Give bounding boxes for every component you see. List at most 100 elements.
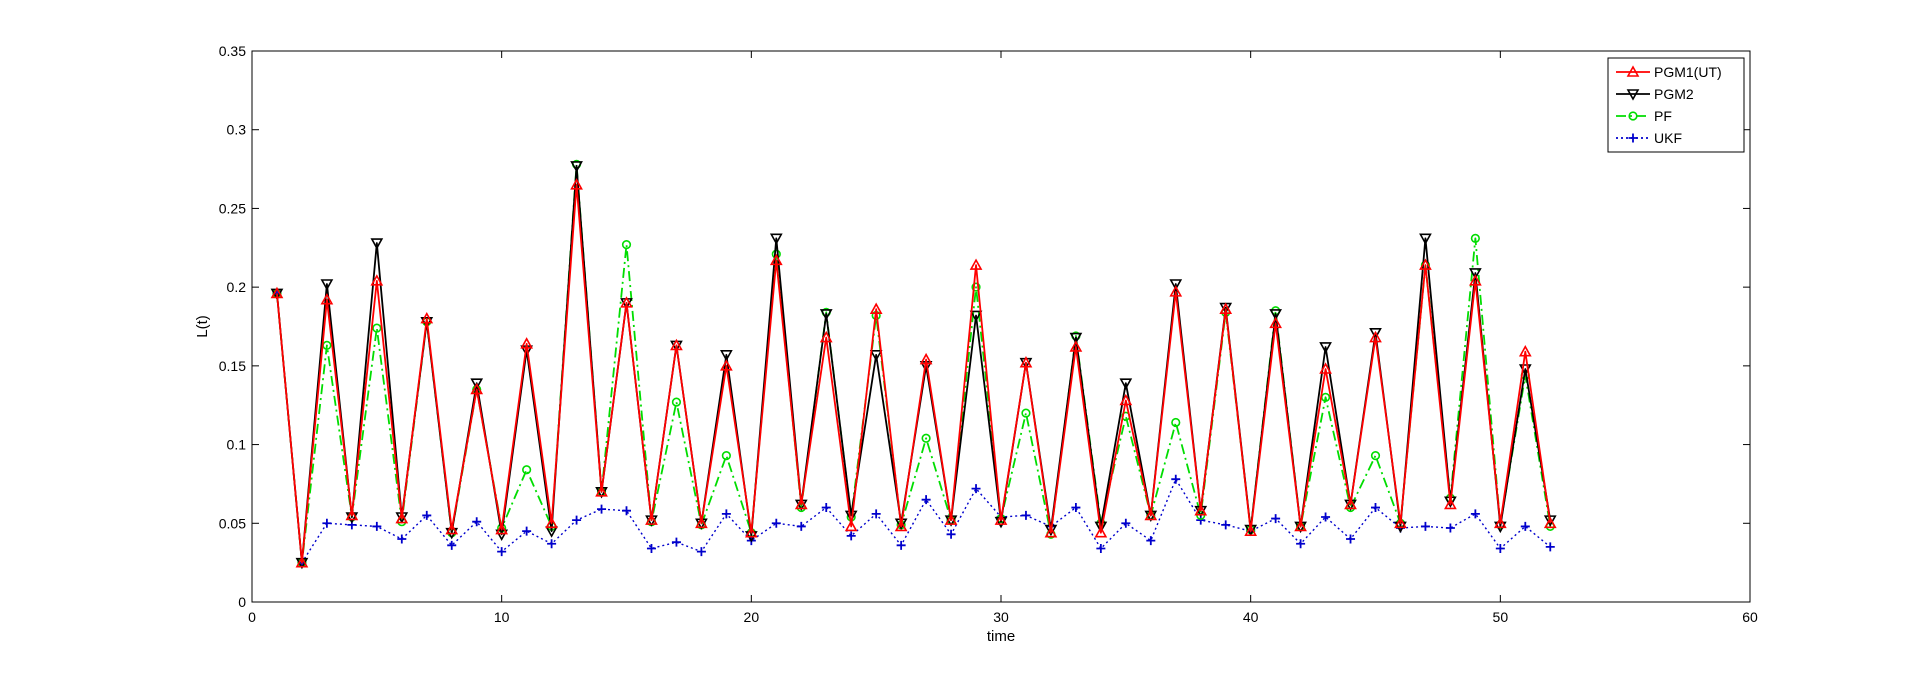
data-point — [919, 352, 933, 365]
data-point — [1121, 518, 1131, 528]
data-point — [1271, 514, 1281, 524]
data-point — [372, 521, 382, 531]
data-point — [420, 311, 434, 324]
data-point — [1444, 497, 1457, 510]
data-point — [1094, 526, 1108, 538]
data-point — [819, 309, 833, 321]
data-point — [1495, 543, 1505, 553]
x-tick-label: 20 — [744, 609, 760, 625]
data-point — [1269, 309, 1282, 321]
legend-label: UKF — [1654, 130, 1682, 146]
x-tick-label: 10 — [494, 609, 510, 625]
data-point — [1469, 274, 1482, 286]
data-point — [1294, 519, 1307, 532]
series-layer — [270, 159, 1557, 570]
series-pgm1-ut- — [270, 178, 1557, 568]
data-point — [1119, 393, 1133, 406]
data-point — [1021, 408, 1031, 418]
legend-marker — [1628, 111, 1638, 121]
data-point — [395, 511, 409, 524]
data-point — [1094, 521, 1108, 534]
data-point — [1493, 516, 1507, 529]
data-point — [570, 178, 583, 190]
data-point — [819, 330, 833, 343]
data-point — [1019, 356, 1033, 368]
data-point — [1021, 510, 1031, 520]
data-point — [295, 555, 309, 568]
data-point — [971, 484, 981, 494]
data-point — [1171, 474, 1181, 484]
data-point — [622, 506, 631, 516]
series-line — [276, 293, 1551, 564]
y-tick-label: 0.3 — [227, 122, 247, 138]
data-point — [896, 540, 906, 550]
y-tick-label: 0.05 — [219, 515, 246, 531]
data-point — [520, 337, 533, 349]
data-point — [1370, 450, 1381, 461]
data-point — [1069, 332, 1083, 345]
data-point — [921, 495, 931, 505]
data-point — [1069, 340, 1083, 352]
data-point — [1520, 521, 1530, 531]
legend: PGM1(UT) PGM2 PF UKF — [1607, 57, 1745, 153]
data-point — [621, 240, 632, 250]
data-point — [470, 382, 484, 395]
data-point — [721, 509, 731, 519]
data-point — [671, 397, 682, 407]
legend-marker — [1628, 133, 1638, 143]
data-point — [844, 510, 858, 523]
data-point — [1221, 520, 1231, 530]
data-point — [1219, 302, 1233, 314]
legend-label: PGM1(UT) — [1654, 64, 1722, 80]
legend-label: PGM2 — [1654, 86, 1694, 102]
data-point — [547, 539, 557, 549]
data-point — [921, 433, 931, 443]
data-point — [869, 350, 883, 362]
data-point — [1543, 516, 1557, 529]
data-point — [1419, 258, 1432, 270]
data-point — [670, 338, 683, 351]
x-tick-label: 50 — [1493, 609, 1509, 625]
data-point — [994, 513, 1008, 525]
data-point — [1545, 542, 1555, 552]
data-point — [695, 516, 708, 529]
legend-entry: PF — [1616, 108, 1672, 124]
series-line — [276, 183, 1552, 564]
tick-layer: 0 10 20 30 40 50 60 0 0.05 0.1 0.15 0.2 0.25 0.3 0.35 — [219, 43, 1758, 625]
data-point — [345, 508, 359, 521]
data-point — [944, 513, 958, 525]
x-axis-label: time — [987, 628, 1015, 645]
data-point — [1146, 536, 1156, 546]
data-point — [844, 519, 858, 532]
data-point — [871, 509, 881, 519]
data-point — [721, 450, 731, 461]
data-point — [570, 161, 583, 173]
legend-entry: UKF — [1616, 130, 1682, 146]
data-point — [744, 526, 758, 538]
data-point — [320, 279, 334, 291]
data-point — [370, 274, 384, 286]
data-point — [1144, 508, 1158, 521]
plot-area — [252, 51, 1750, 602]
data-point — [771, 249, 781, 259]
data-point — [946, 529, 956, 539]
data-point — [1119, 378, 1133, 390]
legend-label: PF — [1654, 108, 1672, 124]
data-point — [645, 513, 658, 525]
data-point — [1543, 515, 1557, 527]
data-point — [971, 282, 981, 292]
data-point — [522, 465, 532, 475]
data-point — [447, 540, 457, 550]
data-point — [1071, 503, 1081, 513]
data-point — [397, 534, 407, 544]
data-point — [1169, 285, 1183, 297]
y-tick-label: 0.25 — [219, 200, 246, 216]
data-point — [1470, 233, 1480, 243]
data-point — [1518, 345, 1532, 357]
x-tick-label: 30 — [993, 609, 1009, 625]
legend-marker — [1626, 65, 1640, 77]
data-point — [1344, 497, 1357, 510]
data-point — [372, 323, 382, 333]
data-point — [1420, 521, 1430, 531]
